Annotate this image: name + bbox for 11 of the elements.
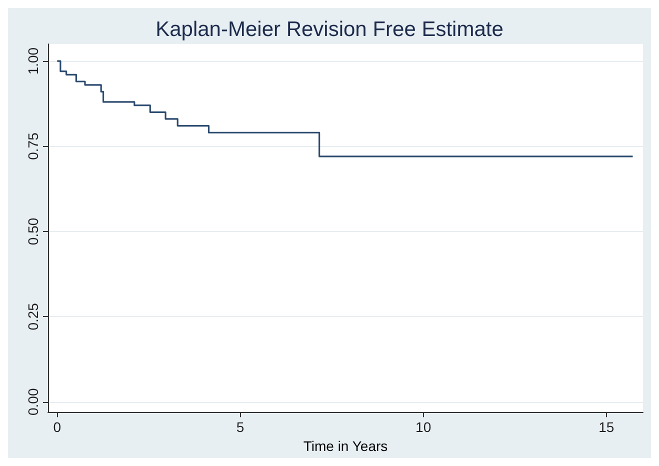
y-tick-label: 0.00 — [25, 388, 41, 416]
y-tick-label: 0.25 — [25, 302, 41, 330]
x-tick-label: 10 — [416, 419, 432, 436]
x-tick-label: 5 — [236, 419, 244, 436]
y-tick-label: 0.50 — [25, 218, 41, 246]
x-tick-label: 0 — [53, 419, 62, 436]
chart-title: Kaplan-Meier Revision Free Estimate — [156, 18, 504, 41]
x-tick-label: 15 — [598, 419, 614, 436]
y-tick-label: 1.00 — [25, 47, 41, 75]
x-axis-title: Time in Years — [303, 438, 388, 454]
y-tick-label: 0.75 — [25, 132, 41, 160]
